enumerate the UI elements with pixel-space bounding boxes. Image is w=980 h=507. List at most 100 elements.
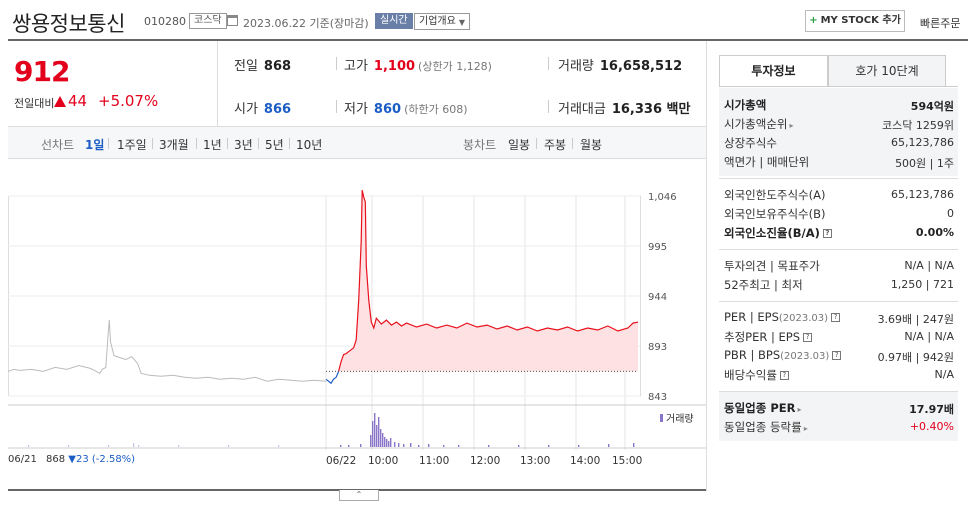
company-overview-select[interactable]: 기업개요 ▼ [414,13,470,30]
invest-info-panel: 투자정보 호가 10단계 시가총액 594억원 시가총액순위 ▸ 코스닥 1259위 상장… [706,41,968,491]
stock-name: 쌍용정보통신 [12,12,125,36]
volume-bar [370,435,372,447]
help-icon[interactable]: ? [822,229,832,238]
tab-orderbook-10[interactable]: 호가 10단계 [828,55,946,87]
base-date: 2023.06.22 기준(장마감) [243,17,369,30]
open-price: 시가 866 [234,98,291,117]
volume-bar [133,443,135,447]
invest-info-value: +0.40% [909,420,954,433]
invest-info-row: PBR | BPS(2023.03)? 0.97배 | 942원 [724,348,954,366]
chevron-down-icon: ▼ [458,18,465,27]
invest-info-key: 상장주식수 [724,135,777,151]
realtime-button[interactable]: 실시간 [375,13,413,29]
my-stock-add-button[interactable]: + MY STOCK 추가 [805,10,905,32]
invest-info-value: N/A | N/A [904,330,954,343]
price-chart[interactable]: 1,046 995 944 893 843 06/22 10:00 11:00 12:00 13… [7,160,706,490]
divider [719,249,958,250]
my-stock-add-label: MY STOCK 추가 [820,15,901,26]
volume-bar [382,433,384,447]
x-tick-label: 14:00 [570,455,600,467]
volume-bar [348,445,350,447]
y-tick-label: 1,046 [648,192,677,203]
open-label: 시가 [234,102,258,117]
x-tick-label: 06/22 [326,455,356,467]
y-tick-label: 995 [648,242,667,253]
invest-info-row: 시가총액 594억원 [724,97,954,115]
invest-info-key: 시가총액순위 ▸ [724,116,794,132]
invest-info-row: 52주최고 | 최저 1,250 | 721 [724,277,954,295]
invest-info-key-text: 배당수익률 [724,368,777,382]
panel-section-bg [719,391,958,441]
invest-info-key-text: 액면가 | 매매단위 [724,155,810,169]
divider [8,39,968,41]
help-icon[interactable]: ? [832,351,842,360]
invest-info-row: 추정PER | EPS? N/A | N/A [724,329,954,347]
quick-order-link[interactable]: 빠른주문 [920,17,961,30]
invest-info-key: 추정PER | EPS? [724,329,813,345]
tab-5year[interactable]: 5년 [265,138,284,152]
x-tick-label: 15:00 [612,455,642,467]
invest-info-key-text: PBR | BPS [724,348,781,362]
invest-info-row: 액면가 | 매매단위 500원 | 1주 [724,154,954,172]
chevron-right-icon: ▸ [789,121,794,130]
invest-info-key: 배당수익률? [724,367,789,383]
tab-daily-candle[interactable]: 일봉 [508,138,531,152]
invest-info-row[interactable]: 동일업종 등락률 ▸ +0.40% [724,419,954,437]
volume-bar [278,445,280,447]
invest-info-key-text: 외국인한도주식수(A) [724,188,826,202]
volume-bar [394,442,396,447]
invest-info-value: 3.69배 | 247원 [877,313,954,326]
invest-info-value: 65,123,786 [891,188,954,201]
chart-expand-button[interactable]: ⌃ [339,490,379,501]
invest-info-row[interactable]: 시가총액순위 ▸ 코스닥 1259위 [724,116,954,134]
invest-info-row: 배당수익률? N/A [724,367,954,385]
x-axis-labels: 06/22 10:00 11:00 12:00 13:00 14:00 15:00 [326,455,642,467]
tab-invest-info[interactable]: 투자정보 [719,55,828,87]
invest-info-value: 0 [947,207,954,220]
price-chart-svg: 1,046 995 944 893 843 06/22 10:00 11:00 12:00 13… [7,189,706,467]
tab-monthly-candle[interactable]: 월봉 [580,138,603,152]
prev-day-info: 06/21 868 ▼23 (-2.58%) [8,454,135,465]
y-tick-label: 944 [648,292,667,303]
tab-weekly-candle[interactable]: 주봉 [544,138,567,152]
invest-info-row[interactable]: 동일업종 PER ▸ 17.97배 [724,400,954,418]
invest-info-key: 52주최고 | 최저 [724,277,803,293]
invest-info-value: 65,123,786 [891,136,954,149]
volume-bar [28,445,30,447]
prev-close: 전일 868 [234,55,291,74]
line-chart-label: 선차트 [41,138,75,152]
invest-info-key: 동일업종 PER ▸ [724,400,801,416]
help-icon[interactable]: ? [831,313,841,322]
volume-bar [374,413,376,447]
tab-1year[interactable]: 1년 [203,138,222,152]
tab-10year[interactable]: 10년 [296,138,323,152]
invest-info-value: 0.97배 | 942원 [877,351,954,364]
divider [536,138,537,149]
volume-label: 거래량 [558,59,594,74]
price-details: 전일 868 고가 1,100 (상한가 1,128) 거래량 16,658,512 시… [218,41,706,126]
divider [572,138,573,149]
invest-info-key: 동일업종 등락률 ▸ [724,419,808,435]
volume-legend: 거래량 [660,410,694,425]
prev-day-date: 06/21 [8,454,37,465]
stock-code: 010280 [144,15,186,28]
invest-info-row: 투자의견 | 목표주가 N/A | N/A [724,258,954,276]
today-fill-area [338,190,638,372]
tab-3year[interactable]: 3년 [234,138,253,152]
volume-bar [390,438,392,447]
tab-1day[interactable]: 1일 [85,138,105,152]
volume-bar [380,429,382,447]
invest-info-key-text: 동일업종 등락률 [724,420,802,434]
help-icon[interactable]: ? [803,333,813,342]
volume-bar [378,417,380,447]
tab-1week[interactable]: 1주일 [117,138,147,152]
invest-info-key-text: 외국인보유주식수(B) [724,207,826,221]
chevron-right-icon: ▸ [803,424,808,433]
invest-info-key: 외국인한도주식수(A) [724,187,825,203]
tab-3month[interactable]: 3개월 [159,138,189,152]
divider [196,138,197,149]
help-icon[interactable]: ? [779,371,789,380]
invest-info-key: 외국인소진율(B/A)? [724,225,832,241]
invest-info-value: 17.97배 [909,403,954,416]
x-tick-label: 12:00 [470,455,500,467]
